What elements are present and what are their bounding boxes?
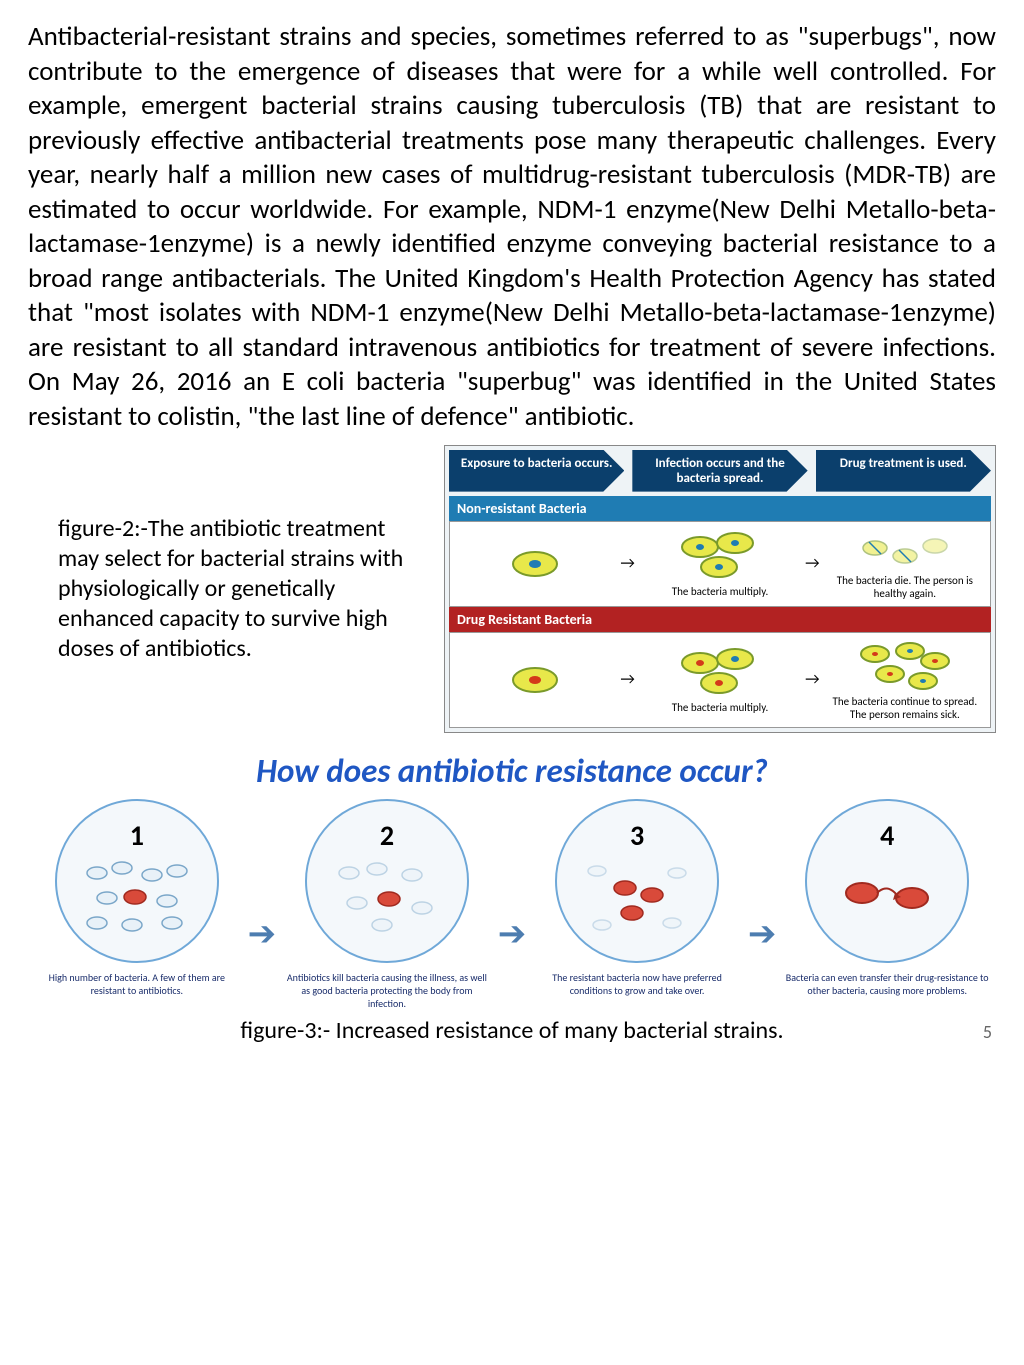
bacteria-cluster-icon	[675, 529, 765, 585]
bacteria-icon	[505, 662, 565, 698]
arrow-icon: ➔	[748, 914, 777, 955]
fig3-step-number: 2	[380, 818, 394, 853]
fig2-top-box-2: Infection occurs and the bacteria spread…	[632, 450, 807, 492]
figure-3: How does antibiotic resistance occur? 1	[28, 751, 996, 1043]
figure-2-caption: figure-2:-The antibiotic treatment may s…	[28, 514, 428, 664]
fig2-section-nonresistant: Non-resistant Bacteria	[449, 496, 991, 521]
arrow-icon: ➔	[248, 914, 277, 955]
fig2-top-box-1: Exposure to bacteria occurs.	[449, 450, 624, 492]
bacteria-cluster-icon	[675, 645, 765, 701]
page-number: 5	[28, 1021, 996, 1043]
fig3-step-4: 4 Bacteria can even transfer their drug-…	[784, 799, 990, 997]
bacteria-transfer-icon	[827, 853, 947, 943]
arrow-icon: →	[620, 554, 634, 573]
figure-2-diagram: Exposure to bacteria occurs. Infection o…	[444, 445, 996, 733]
fig2-res-label-2: The bacteria multiply.	[641, 701, 799, 714]
fig3-step-3: 3 The resistant bacteria now have prefer…	[534, 799, 740, 997]
figure-3-title: How does antibiotic resistance occur?	[28, 751, 996, 791]
fig2-panel-nonresistant: → The bacteria multiply. →	[449, 521, 991, 607]
fig2-top-box-3: Drug treatment is used.	[816, 450, 991, 492]
fig3-step-2: 2 Antibiotics kill bacteria causing the …	[284, 799, 490, 1010]
figure-3-steps: 1 High number of bacteria. A few of them…	[28, 799, 996, 1010]
fig2-panel-resistant: → The bacteria multiply. →	[449, 632, 991, 728]
arrow-icon: ➔	[498, 914, 527, 955]
arrow-icon: →	[805, 670, 819, 689]
figure-2-row: figure-2:-The antibiotic treatment may s…	[28, 445, 996, 733]
fig3-step-text: The resistant bacteria now have preferre…	[534, 971, 740, 997]
fig3-step-number: 3	[630, 818, 644, 853]
bacteria-spread-icon	[855, 639, 955, 695]
fig3-step-number: 1	[130, 818, 144, 853]
arrow-icon: →	[620, 670, 634, 689]
fig2-res-label-3: The bacteria continue to spread. The per…	[826, 695, 984, 721]
bacteria-population-icon	[77, 853, 197, 943]
fig2-non-label-2: The bacteria multiply.	[641, 585, 799, 598]
fig3-step-text: High number of bacteria. A few of them a…	[34, 971, 240, 997]
bacteria-kill-icon	[327, 853, 447, 943]
fig3-step-text: Antibiotics kill bacteria causing the il…	[284, 971, 490, 1010]
fig2-section-resistant: Drug Resistant Bacteria	[449, 607, 991, 632]
body-paragraph: Antibacterial-resistant strains and spec…	[28, 20, 996, 435]
fig3-step-1: 1 High number of bacteria. A few of them…	[34, 799, 240, 997]
fig2-non-label-3: The bacteria die. The person is healthy …	[826, 574, 984, 600]
bacteria-icon	[505, 546, 565, 582]
fig3-step-number: 4	[880, 818, 894, 853]
bacteria-dead-icon	[855, 528, 955, 574]
arrow-icon: →	[805, 554, 819, 573]
fig3-step-text: Bacteria can even transfer their drug-re…	[784, 971, 990, 997]
bacteria-resistant-grow-icon	[577, 853, 697, 943]
